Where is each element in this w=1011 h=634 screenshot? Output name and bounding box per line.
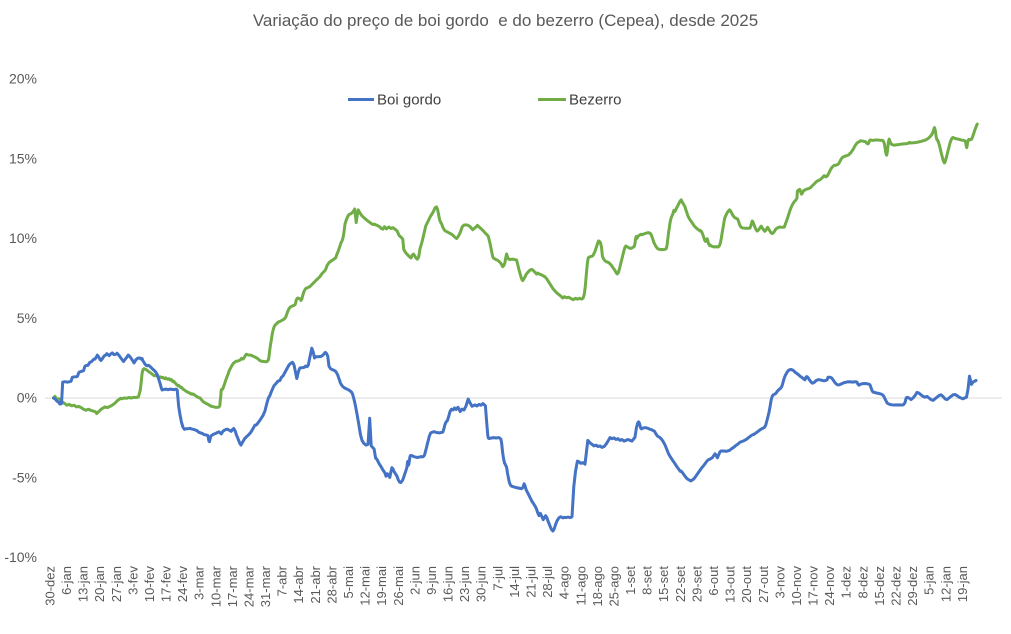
- svg-text:5%: 5%: [17, 310, 37, 326]
- svg-text:12-mai: 12-mai: [358, 566, 373, 606]
- svg-text:27-jan: 27-jan: [109, 566, 124, 602]
- svg-text:27-out: 27-out: [756, 566, 771, 603]
- svg-text:7-jul: 7-jul: [490, 566, 505, 591]
- svg-text:Bezerro: Bezerro: [569, 92, 622, 109]
- svg-text:25-ago: 25-ago: [607, 566, 622, 606]
- svg-text:20-jan: 20-jan: [92, 566, 107, 602]
- svg-text:30-jun: 30-jun: [474, 566, 489, 602]
- svg-text:19-mai: 19-mai: [374, 566, 389, 606]
- svg-text:24-fev: 24-fev: [175, 566, 190, 603]
- svg-text:3-mar: 3-mar: [192, 565, 207, 600]
- svg-text:3-fev: 3-fev: [125, 566, 140, 595]
- svg-text:21-abr: 21-abr: [308, 565, 323, 603]
- svg-text:30-dez: 30-dez: [42, 566, 57, 606]
- svg-text:20%: 20%: [9, 71, 37, 87]
- svg-text:8-set: 8-set: [640, 566, 655, 595]
- svg-text:3-nov: 3-nov: [772, 566, 787, 599]
- svg-text:12-jan: 12-jan: [938, 566, 953, 602]
- svg-text:6-jan: 6-jan: [59, 566, 74, 595]
- svg-text:21-jul: 21-jul: [524, 566, 539, 598]
- svg-text:9-jun: 9-jun: [424, 566, 439, 595]
- svg-text:20-out: 20-out: [739, 566, 754, 603]
- svg-text:4-ago: 4-ago: [557, 566, 572, 599]
- svg-text:1-dez: 1-dez: [839, 566, 854, 599]
- svg-text:6-out: 6-out: [706, 566, 721, 596]
- svg-text:-10%: -10%: [4, 549, 37, 565]
- svg-text:10-nov: 10-nov: [789, 566, 804, 606]
- svg-text:24-mar: 24-mar: [242, 565, 257, 607]
- svg-text:15%: 15%: [9, 150, 37, 166]
- svg-text:16-jun: 16-jun: [441, 566, 456, 602]
- svg-text:31-mar: 31-mar: [258, 565, 273, 607]
- svg-text:22-set: 22-set: [673, 566, 688, 603]
- svg-text:28-jul: 28-jul: [540, 566, 555, 598]
- svg-text:10%: 10%: [9, 230, 37, 246]
- svg-text:Boi gordo: Boi gordo: [377, 92, 441, 109]
- svg-text:23-jun: 23-jun: [457, 566, 472, 602]
- svg-text:5-jan: 5-jan: [922, 566, 937, 595]
- svg-text:19-jan: 19-jan: [955, 566, 970, 602]
- svg-text:1-set: 1-set: [623, 566, 638, 595]
- svg-text:10-mar: 10-mar: [208, 565, 223, 607]
- svg-text:2-jun: 2-jun: [407, 566, 422, 595]
- svg-text:15-dez: 15-dez: [872, 566, 887, 606]
- svg-text:17-mar: 17-mar: [225, 565, 240, 607]
- svg-text:29-dez: 29-dez: [905, 566, 920, 606]
- svg-text:28-abr: 28-abr: [324, 565, 339, 603]
- svg-text:13-jan: 13-jan: [76, 566, 91, 602]
- svg-text:-5%: -5%: [12, 469, 37, 485]
- svg-text:0%: 0%: [17, 390, 37, 406]
- svg-text:24-nov: 24-nov: [822, 566, 837, 606]
- svg-text:26-mai: 26-mai: [391, 566, 406, 606]
- svg-text:22-dez: 22-dez: [889, 566, 904, 606]
- svg-text:10-fev: 10-fev: [142, 566, 157, 603]
- svg-text:14-abr: 14-abr: [291, 565, 306, 603]
- svg-text:29-set: 29-set: [689, 566, 704, 603]
- svg-text:11-ago: 11-ago: [573, 566, 588, 606]
- svg-text:18-ago: 18-ago: [590, 566, 605, 606]
- svg-text:17-nov: 17-nov: [806, 566, 821, 606]
- svg-text:8-dez: 8-dez: [855, 566, 870, 599]
- svg-text:14-jul: 14-jul: [507, 566, 522, 598]
- svg-text:17-fev: 17-fev: [159, 566, 174, 603]
- svg-text:13-out: 13-out: [723, 566, 738, 603]
- svg-text:15-set: 15-set: [656, 566, 671, 603]
- svg-text:5-mai: 5-mai: [341, 566, 356, 599]
- svg-text:7-abr: 7-abr: [275, 565, 290, 596]
